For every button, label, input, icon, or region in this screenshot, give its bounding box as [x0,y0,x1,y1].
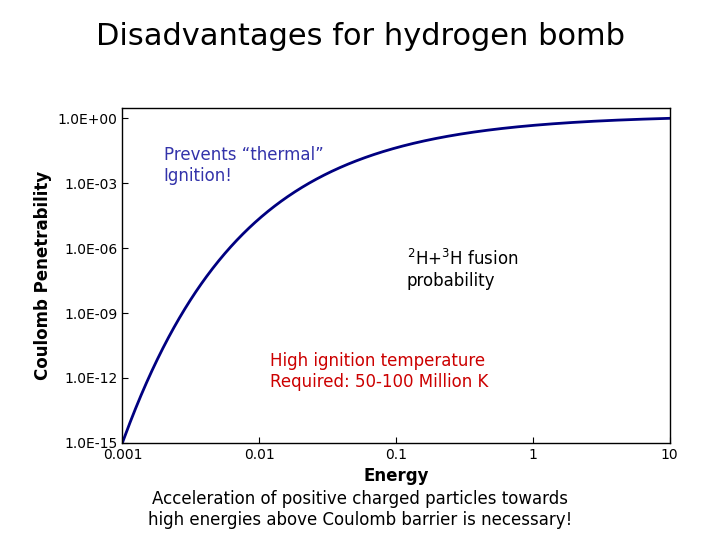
Text: $^{2}$H+$^{3}$H fusion
probability: $^{2}$H+$^{3}$H fusion probability [407,249,518,290]
Text: Disadvantages for hydrogen bomb: Disadvantages for hydrogen bomb [96,22,624,51]
X-axis label: Energy: Energy [364,467,428,485]
Text: High ignition temperature
Required: 50-100 Million K: High ignition temperature Required: 50-1… [270,352,488,391]
Text: Acceleration of positive charged particles towards
high energies above Coulomb b: Acceleration of positive charged particl… [148,490,572,529]
Text: Prevents “thermal”
Ignition!: Prevents “thermal” Ignition! [163,146,323,185]
Y-axis label: Coulomb Penetrability: Coulomb Penetrability [34,171,52,380]
